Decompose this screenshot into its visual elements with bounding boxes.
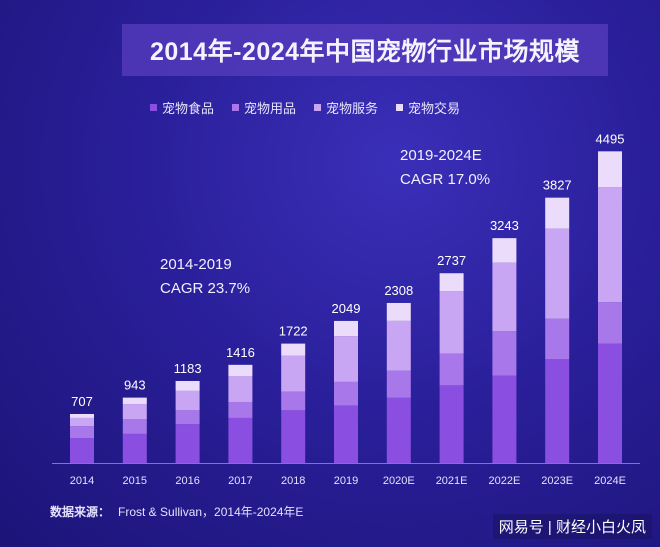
- bar-segment: [386, 302, 411, 321]
- bar-segment: [228, 401, 253, 418]
- bar-segment: [439, 353, 464, 386]
- x-tick-label: 2016: [175, 475, 199, 487]
- bar-total-label: 2049: [332, 301, 361, 316]
- bar-segment: [334, 336, 358, 382]
- bar-segment: [439, 385, 464, 463]
- x-tick-label: 2018: [281, 475, 305, 487]
- legend-label: 宠物服务: [326, 101, 379, 116]
- bar-segment: [175, 424, 200, 463]
- bar-segment: [175, 380, 200, 391]
- bar-segment: [386, 370, 411, 398]
- bar-total-label: 1722: [279, 324, 308, 339]
- bar-segment: [492, 262, 517, 332]
- bar-segment: [70, 417, 94, 427]
- bar-segment: [492, 375, 517, 463]
- legend-swatch: [396, 104, 404, 111]
- bar-total-label: 707: [71, 394, 93, 409]
- source-label: 数据来源：: [50, 505, 111, 519]
- bar-segment: [386, 397, 411, 463]
- cagr1-period: 2014-2019: [160, 256, 232, 273]
- x-tick-label: 2024E: [594, 475, 626, 487]
- bar-segment: [122, 433, 147, 463]
- x-tick-label: 2017: [228, 475, 252, 487]
- x-tick-label: 2020E: [383, 475, 415, 487]
- x-tick-label: 2015: [123, 475, 147, 487]
- stacked-bar-chart: 707 2014 943 2015 1183 2016 1416 2017 1722 2018 20…: [52, 131, 640, 487]
- x-tick-label: 2021E: [436, 475, 468, 487]
- bar-segment: [598, 151, 622, 188]
- cagr2-period: 2019-2024E: [400, 147, 482, 164]
- legend-item: 宠物用品: [232, 98, 296, 117]
- bar-segment: [545, 197, 570, 229]
- bar-segment: [334, 320, 358, 337]
- bar-segment: [334, 381, 358, 406]
- title-banner: 2014年-2024年中国宠物行业市场规模: [122, 24, 608, 76]
- bar-segment: [228, 417, 253, 463]
- bar-segment: [439, 273, 464, 292]
- bar-segment: [70, 438, 94, 463]
- bar-total-label: 3827: [543, 178, 572, 193]
- legend-label: 宠物交易: [408, 101, 461, 116]
- bar-segment: [545, 228, 570, 319]
- bar-segment: [492, 238, 517, 263]
- source-text: Frost & Sullivan，2014年-2024年E: [118, 505, 304, 519]
- cagr-annotation-2014-2019: 2014-2019 CAGR 23.7%: [160, 253, 250, 301]
- cagr1-value: CAGR 23.7%: [160, 280, 251, 297]
- watermark: 网易号 | 财经小白火凤: [492, 514, 652, 539]
- bar-segment: [281, 410, 306, 463]
- bar-total-label: 2737: [437, 253, 466, 268]
- x-tick-label: 2023E: [541, 475, 573, 487]
- bar-segment: [281, 343, 306, 356]
- legend-swatch: [314, 104, 322, 111]
- bar-segment: [228, 376, 253, 402]
- bar-segment: [70, 426, 94, 439]
- bar-segment: [175, 410, 200, 425]
- legend-swatch: [150, 104, 157, 111]
- bar-total-label: 3243: [490, 218, 519, 233]
- bar-segment: [386, 320, 411, 371]
- chart-title: 2014年-2024年中国宠物行业市场规模: [149, 38, 581, 66]
- bar-segment: [598, 187, 622, 303]
- bar-segment: [439, 291, 464, 354]
- bar-segment: [598, 343, 622, 463]
- legend-label: 宠物食品: [162, 101, 215, 116]
- bar-segment: [492, 331, 517, 376]
- cagr2-value: CAGR 17.0%: [400, 171, 491, 188]
- legend-item: 宠物交易: [396, 98, 460, 117]
- legend-label: 宠物用品: [244, 101, 297, 116]
- bar-segment: [545, 359, 570, 463]
- source-note: 数据来源： Frost & Sullivan，2014年-2024年E: [50, 503, 303, 520]
- bar-segment: [598, 302, 622, 344]
- bar-total-label: 943: [124, 378, 146, 393]
- bar-segment: [122, 404, 147, 420]
- bar-total-label: 1183: [174, 361, 202, 376]
- bar-segment: [281, 355, 306, 392]
- bar-segment: [545, 318, 570, 359]
- legend-swatch: [232, 104, 240, 111]
- legend: 宠物食品 宠物用品 宠物服务 宠物交易: [150, 98, 460, 117]
- x-tick-label: 2019: [334, 475, 358, 487]
- bar-segment: [228, 364, 253, 377]
- bar-segment: [334, 405, 358, 463]
- x-tick-label: 2022E: [488, 475, 520, 487]
- x-tick-label: 2014: [70, 475, 94, 487]
- bar-segment: [281, 391, 306, 411]
- bar-segment: [70, 413, 94, 418]
- legend-item: 宠物服务: [314, 98, 378, 117]
- legend-item: 宠物食品: [150, 98, 214, 117]
- bar-segment: [175, 390, 200, 411]
- cagr-annotation-2019-2024: 2019-2024E CAGR 17.0%: [400, 144, 490, 192]
- bar-segment: [122, 397, 147, 405]
- bar-segment: [122, 419, 147, 434]
- bar-total-label: 2308: [384, 283, 413, 298]
- bar-total-label: 1416: [226, 345, 255, 360]
- bar-total-label: 4495: [596, 131, 625, 146]
